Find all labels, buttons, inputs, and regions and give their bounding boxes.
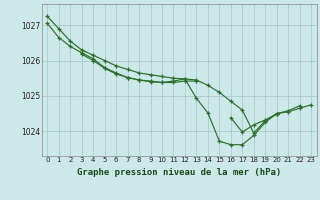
X-axis label: Graphe pression niveau de la mer (hPa): Graphe pression niveau de la mer (hPa) xyxy=(77,168,281,177)
